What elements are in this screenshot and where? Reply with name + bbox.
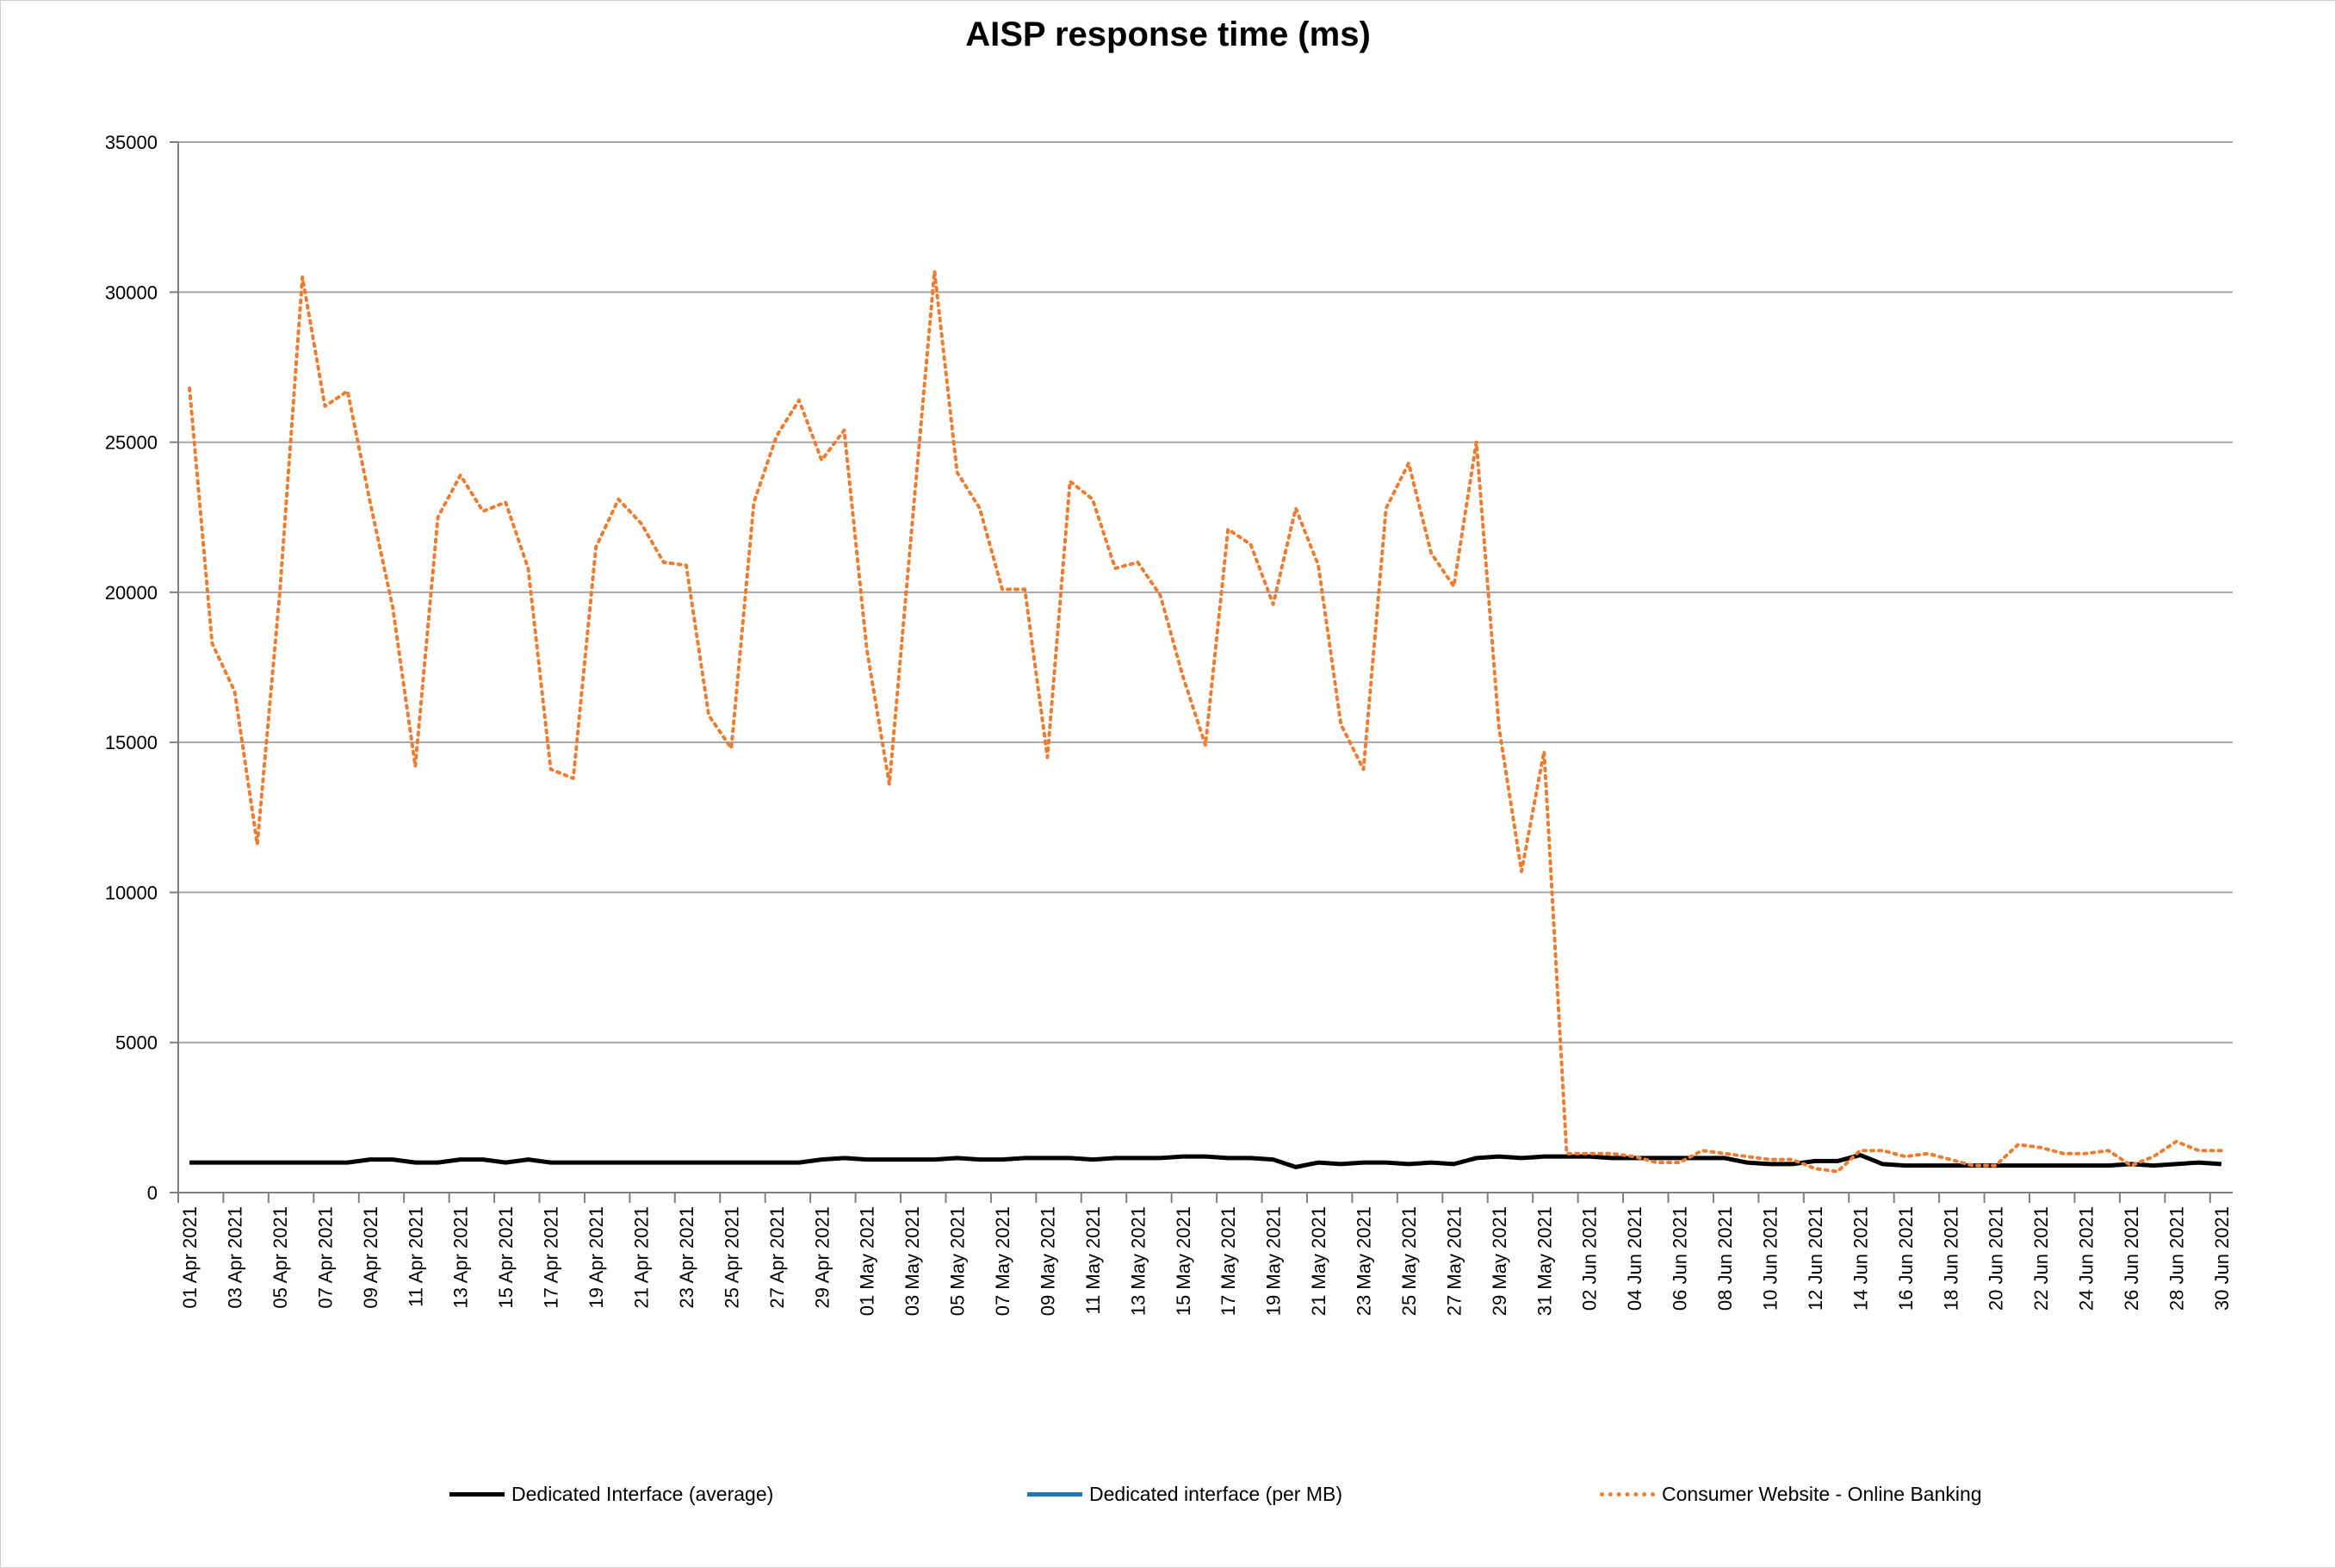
x-tick-label-0: 01 Apr 2021: [179, 1206, 201, 1309]
x-tick-label-25: 21 May 2021: [1308, 1206, 1329, 1316]
y-tick-label-3: 15000: [105, 732, 158, 753]
y-tick-label-5: 25000: [105, 432, 158, 454]
x-tick-label-13: 27 Apr 2021: [766, 1206, 788, 1309]
legend-item-series-3: Consumer Website - Online Banking: [1600, 1477, 1982, 1511]
x-tick-label-8: 17 Apr 2021: [541, 1206, 562, 1309]
x-tick-label-7: 15 Apr 2021: [495, 1206, 517, 1309]
x-tick-label-41: 22 Jun 2021: [2030, 1206, 2052, 1311]
x-tick-label-20: 11 May 2021: [1082, 1206, 1104, 1315]
x-tick-label-24: 19 May 2021: [1263, 1206, 1285, 1316]
series-line-3: [188, 269, 2223, 1174]
x-tick-label-5: 11 Apr 2021: [405, 1206, 426, 1307]
series-lines: [188, 269, 2223, 1174]
x-tick-label-37: 14 Jun 2021: [1850, 1206, 1871, 1311]
x-axis-tick-labels: 01 Apr 2021 03 Apr 2021 05 Apr 2021 07 Apr …: [179, 1206, 2233, 1316]
x-tick-label-23: 17 May 2021: [1218, 1206, 1239, 1316]
x-tick-label-3: 07 Apr 2021: [314, 1206, 336, 1309]
x-tick-label-9: 19 Apr 2021: [586, 1206, 607, 1309]
y-tick-label-6: 30000: [105, 282, 158, 303]
x-tick-label-34: 08 Jun 2021: [1714, 1206, 1736, 1311]
x-tick-label-6: 13 Apr 2021: [450, 1206, 472, 1309]
axes: [170, 141, 2233, 1203]
x-tick-label-17: 05 May 2021: [947, 1206, 969, 1316]
x-tick-label-43: 26 Jun 2021: [2121, 1206, 2142, 1311]
x-tick-label-1: 03 Apr 2021: [225, 1206, 246, 1309]
x-tick-label-31: 02 Jun 2021: [1579, 1206, 1601, 1311]
legend-label-series-1: Dedicated Interface (average): [511, 1482, 774, 1505]
series-points-1: [189, 1155, 2221, 1168]
x-tick-label-27: 25 May 2021: [1398, 1206, 1420, 1316]
legend-swatch-series-1: [449, 1491, 505, 1497]
x-tick-label-18: 07 May 2021: [992, 1206, 1013, 1316]
x-tick-label-40: 20 Jun 2021: [1986, 1206, 2007, 1311]
x-tick-label-38: 16 Jun 2021: [1895, 1206, 1917, 1311]
gridlines: [178, 141, 2233, 1044]
x-tick-label-19: 09 May 2021: [1037, 1206, 1058, 1316]
x-tick-label-11: 23 Apr 2021: [676, 1206, 697, 1309]
x-tick-label-12: 25 Apr 2021: [721, 1206, 742, 1309]
x-tick-label-45: 30 Jun 2021: [2211, 1206, 2233, 1311]
series-line-1: [189, 1152, 2222, 1169]
x-tick-label-28: 27 May 2021: [1443, 1206, 1465, 1316]
x-tick-label-4: 09 Apr 2021: [360, 1206, 381, 1309]
x-tick-label-15: 01 May 2021: [857, 1206, 878, 1316]
legend-swatch-series-3: [1600, 1491, 1655, 1497]
y-tick-label-7: 35000: [105, 132, 158, 153]
x-tick-label-35: 10 Jun 2021: [1759, 1206, 1781, 1311]
x-tick-label-26: 23 May 2021: [1354, 1206, 1375, 1316]
x-tick-label-44: 28 Jun 2021: [2166, 1206, 2187, 1311]
legend-item-series-2: Dedicated interface (per MB): [1027, 1477, 1342, 1511]
x-tick-label-29: 29 May 2021: [1489, 1206, 1510, 1316]
legend-label-series-3: Consumer Website - Online Banking: [1662, 1482, 1982, 1505]
x-tick-label-42: 24 Jun 2021: [2076, 1206, 2097, 1311]
x-tick-label-10: 21 Apr 2021: [631, 1206, 653, 1309]
x-tick-label-14: 29 Apr 2021: [811, 1206, 833, 1309]
y-tick-label-4: 20000: [105, 582, 158, 604]
x-tick-label-2: 05 Apr 2021: [270, 1206, 291, 1309]
series-points-3: [189, 270, 2221, 1172]
x-tick-label-33: 06 Jun 2021: [1670, 1206, 1691, 1311]
legend-swatch-series-2: [1027, 1491, 1082, 1497]
chart-title: AISP response time (ms): [965, 15, 1371, 53]
y-axis-tick-labels: 0 5000 10000 15000 20000 25000 30000 35000: [105, 132, 158, 1204]
x-tick-label-21: 13 May 2021: [1127, 1206, 1149, 1316]
x-tick-label-22: 15 May 2021: [1173, 1206, 1194, 1316]
x-tick-label-39: 18 Jun 2021: [1940, 1206, 1961, 1311]
y-tick-label-0: 0: [147, 1182, 158, 1204]
x-tick-label-30: 31 May 2021: [1534, 1206, 1555, 1316]
legend: Dedicated Interface (average) Dedicated …: [0, 1477, 2336, 1511]
x-tick-label-16: 03 May 2021: [902, 1206, 923, 1316]
x-tick-label-32: 04 Jun 2021: [1624, 1206, 1645, 1311]
legend-label-series-2: Dedicated interface (per MB): [1089, 1482, 1343, 1505]
legend-item-series-1: Dedicated Interface (average): [449, 1477, 773, 1511]
y-tick-label-1: 5000: [115, 1032, 158, 1054]
y-tick-label-2: 10000: [105, 882, 158, 903]
x-tick-label-36: 12 Jun 2021: [1805, 1206, 1826, 1311]
